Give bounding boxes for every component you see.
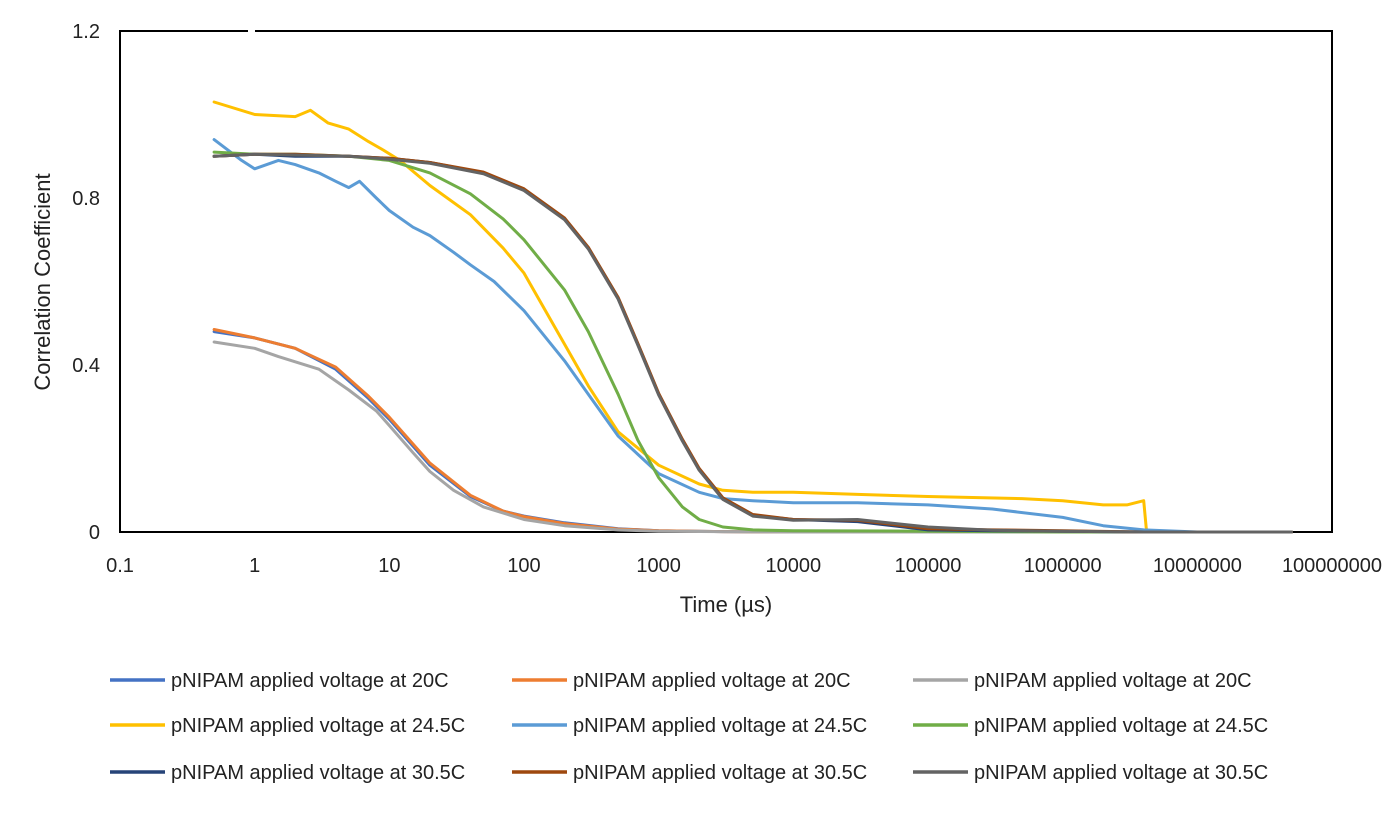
legend-label: pNIPAM applied voltage at 24.5C (573, 715, 867, 737)
legend-label: pNIPAM applied voltage at 24.5C (974, 715, 1268, 737)
legend-label: pNIPAM applied voltage at 30.5C (573, 762, 867, 784)
x-tick-label: 10000000 (1153, 555, 1242, 577)
x-axis-ticks: 0.1 1 10 100 1000 10000 100000 1000000 10000000 1… (106, 555, 1382, 577)
x-tick-label: 0.1 (106, 555, 134, 577)
series-line-9 (212, 152, 1293, 534)
legend-label: pNIPAM applied voltage at 24.5C (171, 715, 465, 737)
x-tick-label: 100000000 (1282, 555, 1382, 577)
series-line-5 (212, 138, 1293, 534)
legend-label: pNIPAM applied voltage at 20C (171, 670, 449, 692)
y-tick-label: 0.4 (72, 355, 100, 377)
legend: pNIPAM applied voltage at 20C pNIPAM appl… (110, 670, 1268, 784)
series-line-4 (212, 100, 1293, 534)
series-layer (212, 100, 1293, 534)
frame-gap (248, 28, 255, 34)
x-tick-label: 1000 (636, 555, 681, 577)
y-axis-title: Correlation Coefficient (30, 173, 55, 390)
x-tick-label: 10000 (766, 555, 822, 577)
y-tick-label: 0 (89, 522, 100, 544)
y-tick-label: 1.2 (72, 21, 100, 43)
legend-label: pNIPAM applied voltage at 20C (573, 670, 851, 692)
x-tick-label: 1000000 (1024, 555, 1102, 577)
x-tick-label: 1 (249, 555, 260, 577)
y-tick-label: 0.8 (72, 188, 100, 210)
legend-label: pNIPAM applied voltage at 30.5C (974, 762, 1268, 784)
legend-label: pNIPAM applied voltage at 20C (974, 670, 1252, 692)
x-tick-label: 10 (378, 555, 400, 577)
y-axis-ticks: 0 0.4 0.8 1.2 (72, 21, 100, 544)
series-line-3 (212, 340, 1293, 534)
x-axis-title: Time (µs) (680, 592, 773, 617)
x-tick-label: 100000 (895, 555, 962, 577)
legend-label: pNIPAM applied voltage at 30.5C (171, 762, 465, 784)
x-tick-label: 100 (507, 555, 540, 577)
